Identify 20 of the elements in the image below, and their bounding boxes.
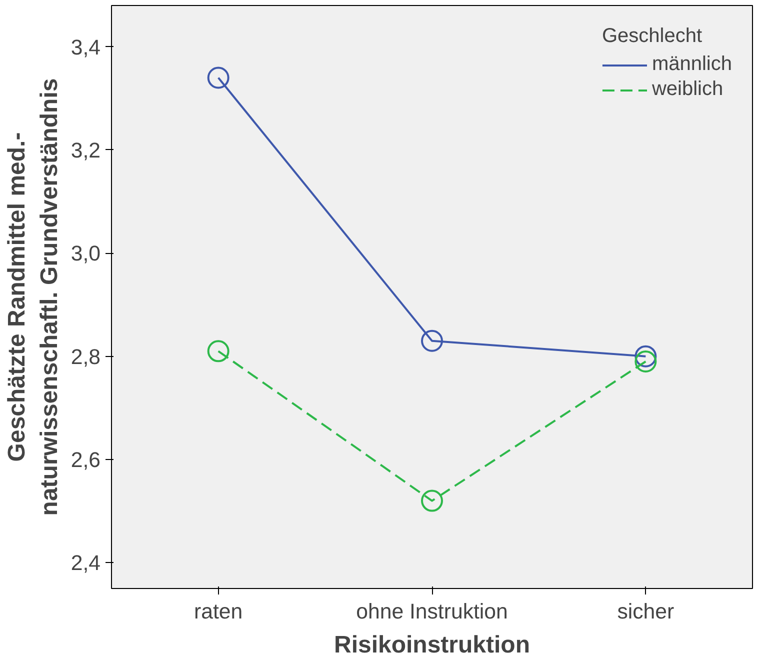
legend-label: weiblich <box>652 78 724 101</box>
legend-label: männlich <box>652 53 732 76</box>
y-tick-label: 3,4 <box>70 35 101 60</box>
point <box>207 66 230 89</box>
x-tick-label: ohne Instruktion <box>356 600 508 624</box>
x-tick-label: sicher <box>617 600 674 624</box>
x-tick-label: raten <box>194 600 243 624</box>
y-tick-label: 2,8 <box>70 344 101 369</box>
y-axis-title: Geschätzte Randmittel med.- naturwissenschaftl. Grundverständnis <box>3 78 63 516</box>
point <box>207 340 230 362</box>
x-axis-title: Risikoinstruktion <box>334 632 530 658</box>
point <box>421 490 443 512</box>
y-tick-label: 2,4 <box>70 551 101 576</box>
legend-title: Geschlecht <box>602 25 704 48</box>
point <box>421 330 443 352</box>
point <box>634 345 657 368</box>
y-tick-label: 3,0 <box>70 242 101 266</box>
point <box>634 350 657 372</box>
y-tick-label: 2,6 <box>70 448 101 472</box>
y-tick-label: 3,2 <box>70 138 101 162</box>
